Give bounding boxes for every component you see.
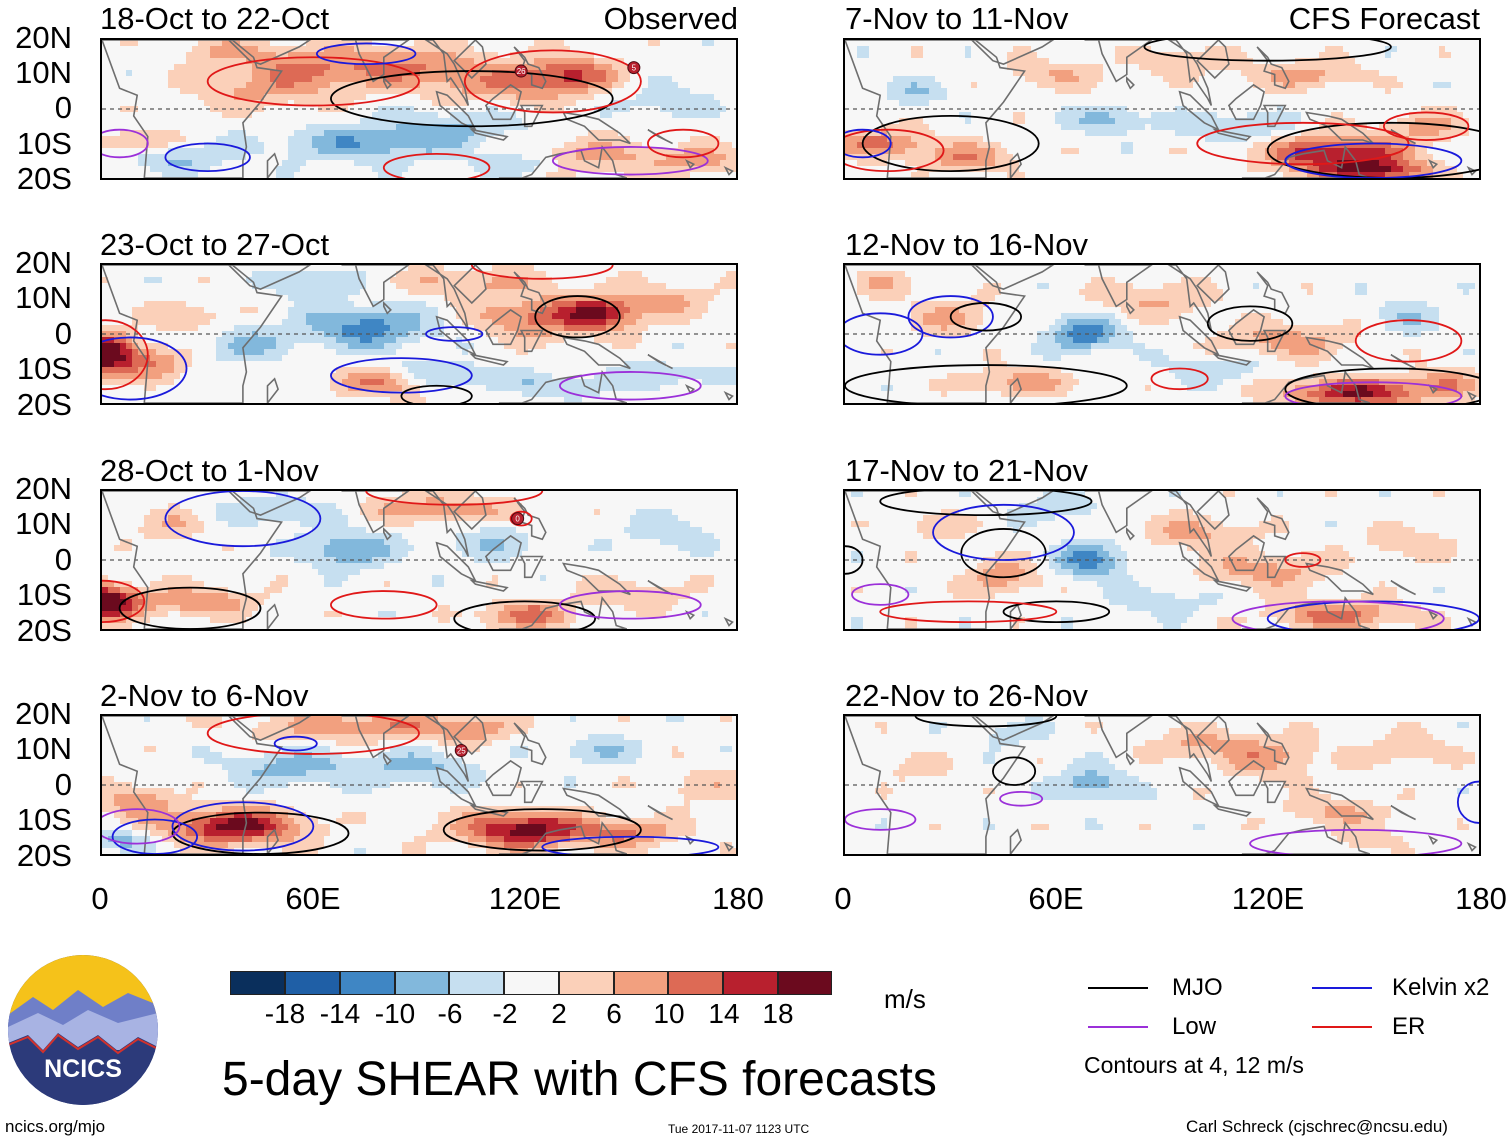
storm-marker: 5	[627, 61, 641, 75]
lat-label: 20S	[16, 161, 72, 196]
panel-title-4: 2-Nov to 6-Nov	[100, 678, 309, 713]
lon-label: 60E	[285, 881, 341, 916]
colorbar-box-8	[614, 971, 668, 995]
shear-field-1: 26 5	[102, 40, 736, 178]
shear-field-8	[845, 716, 1479, 854]
panel-title-7: 17-Nov to 21-Nov	[845, 453, 1088, 488]
colorbar-units: m/s	[884, 984, 926, 1014]
panel-title-1: 18-Oct to 22-Oct	[100, 1, 330, 36]
footer-timestamp: Tue 2017-11-07 1123 UTC	[668, 1122, 810, 1136]
colorbar-tick: -6	[437, 998, 463, 1029]
colorbar-box-2	[285, 971, 340, 995]
column-tag-forecast: CFS Forecast	[1288, 1, 1480, 36]
svg-text:5: 5	[632, 64, 637, 73]
colorbar-box-11	[778, 971, 832, 995]
legend-swatch-kelvin	[1312, 987, 1372, 989]
map-panel-5	[843, 38, 1481, 180]
map-panel-7	[843, 489, 1481, 631]
shear-field-6	[845, 265, 1479, 403]
column-tag-observed: Observed	[603, 1, 738, 36]
colorbar-tick: 14	[708, 998, 740, 1029]
legend-label-kelvin: Kelvin x2	[1392, 974, 1490, 1001]
lat-label: 20N	[15, 471, 72, 506]
shear-field-3: 0	[102, 491, 736, 629]
lat-label: 20S	[16, 838, 72, 873]
colorbar-tick: -10	[374, 998, 416, 1029]
logo-text: NCICS	[44, 1055, 122, 1083]
colorbar-box-6	[504, 971, 559, 995]
storm-marker: 0	[511, 512, 525, 526]
shear-field-4: 25	[102, 716, 736, 854]
lat-label: 0	[54, 542, 72, 577]
shear-field-7	[845, 491, 1479, 629]
footer-url: ncics.org/mjo	[5, 1117, 106, 1136]
lat-label: 20S	[16, 613, 72, 648]
lat-label: 20N	[15, 20, 72, 55]
panel-title-6: 12-Nov to 16-Nov	[845, 227, 1088, 262]
lon-label: 0	[91, 881, 109, 916]
panel-title-8: 22-Nov to 26-Nov	[845, 678, 1088, 713]
lon-label: 120E	[488, 881, 562, 916]
shear-field-5	[845, 40, 1479, 178]
lat-label: 10S	[16, 126, 72, 161]
lat-label: 20N	[15, 245, 72, 280]
panel-title-5: 7-Nov to 11-Nov	[845, 1, 1069, 36]
colorbar-tick: 6	[606, 998, 622, 1029]
colorbar-box-9	[668, 971, 723, 995]
colorbar-box-10	[723, 971, 778, 995]
map-panel-2	[100, 263, 738, 405]
lon-label: 180	[1455, 881, 1507, 916]
lat-label: 10N	[15, 731, 72, 766]
colorbar-tick: 10	[653, 998, 685, 1029]
lat-label: 0	[54, 316, 72, 351]
map-panel-6	[843, 263, 1481, 405]
legend-label-low: Low	[1172, 1013, 1217, 1040]
storm-marker: 26	[514, 64, 528, 78]
panel-title-3: 28-Oct to 1-Nov	[100, 453, 319, 488]
legend-swatch-mjo	[1088, 987, 1148, 989]
map-panel-8	[843, 714, 1481, 856]
lon-label: 60E	[1028, 881, 1084, 916]
colorbar-box-4	[395, 971, 449, 995]
legend-swatch-er	[1312, 1026, 1372, 1028]
svg-text:26: 26	[517, 67, 526, 76]
panel-title-2: 23-Oct to 27-Oct	[100, 227, 330, 262]
footer-credit: Carl Schreck (cjschrec@ncsu.edu)	[1186, 1117, 1448, 1136]
lat-label: 10N	[15, 55, 72, 90]
contours-note: Contours at 4, 12 m/s	[1084, 1052, 1304, 1078]
lat-label: 10N	[15, 506, 72, 541]
lat-label: 10S	[16, 802, 72, 837]
lon-label: 0	[834, 881, 852, 916]
legend-label-mjo: MJO	[1172, 974, 1223, 1001]
lat-label: 10S	[16, 577, 72, 612]
lat-label: 20N	[15, 696, 72, 731]
colorbar-box-5	[449, 971, 504, 995]
storm-marker: 25	[454, 744, 468, 757]
ncics-logo: NCICS	[8, 955, 158, 1105]
lat-label: 10N	[15, 280, 72, 315]
colorbar-tick: -2	[492, 998, 518, 1029]
lat-label: 0	[54, 90, 72, 125]
lat-label: 10S	[16, 351, 72, 386]
lat-label: 20S	[16, 387, 72, 422]
map-panel-3: 0	[100, 489, 738, 631]
map-panel-4: 25	[100, 714, 738, 856]
lon-label: 120E	[1231, 881, 1305, 916]
shear-field-2	[102, 265, 736, 403]
legend-swatch-low	[1088, 1026, 1148, 1028]
lat-label: 0	[54, 767, 72, 802]
lon-label: 180	[712, 881, 764, 916]
colorbar-tick: -14	[319, 998, 361, 1029]
colorbar-box-1	[230, 971, 285, 995]
map-panel-1: 26 5	[100, 38, 738, 180]
colorbar-tick: -18	[264, 998, 306, 1029]
colorbar-box-7	[559, 971, 614, 995]
colorbar-tick: 18	[762, 998, 794, 1029]
colorbar-box-3	[340, 971, 395, 995]
colorbar-tick: 2	[551, 998, 567, 1029]
legend-label-er: ER	[1392, 1013, 1426, 1040]
main-title: 5-day SHEAR with CFS forecasts	[222, 1053, 937, 1106]
